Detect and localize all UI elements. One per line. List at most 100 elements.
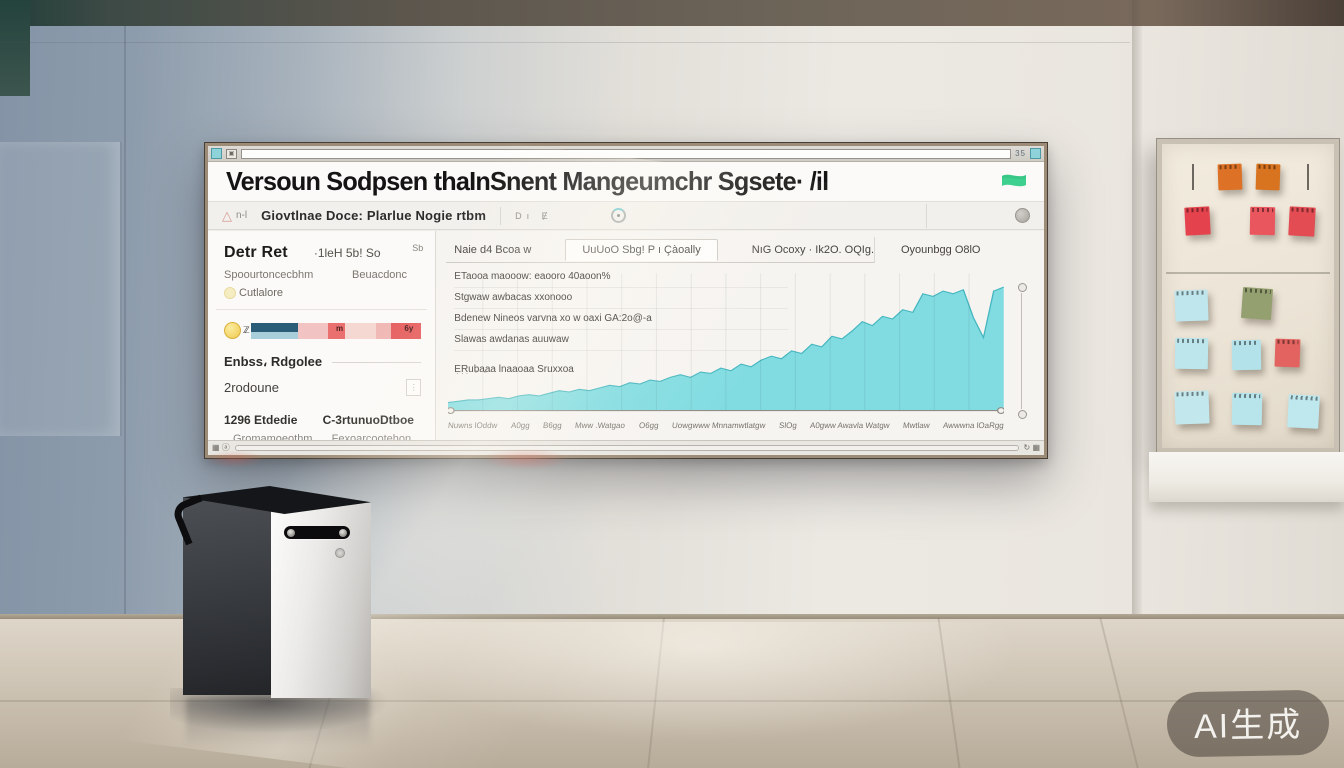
corner-shadow (0, 0, 30, 96)
sticky-note (1255, 163, 1281, 191)
wall-seam (124, 26, 126, 622)
stacked-bar[interactable]: m 6y (250, 322, 422, 339)
section-title: Enbss، Rdgolee (224, 354, 421, 370)
overlay-line[interactable]: ETaooa maooow: eaooro 40aoon% (454, 267, 789, 288)
wall-display: ▣ 35 Versoun Sodpsen thaInSnent Mangeumc… (204, 142, 1048, 459)
wall-seam (1132, 0, 1142, 622)
sticky-note (1240, 286, 1274, 321)
document-label[interactable]: Giovtlnae Doce: Plarlue Nogie rtbm (261, 208, 487, 223)
x-tick-label: Mww .Watgao (574, 421, 626, 430)
chart-area: ETaooa maooow: eaooro 40aoon% Stgwaw awb… (446, 267, 1032, 439)
toolbar-divider (500, 206, 502, 225)
status-bar: ▦ ⓐ ↻ ▦ (208, 440, 1044, 455)
status-left-icons[interactable]: ▦ ⓐ (212, 443, 230, 452)
more-options-icon[interactable]: ⋮ (406, 379, 422, 396)
disc-slot[interactable] (284, 526, 350, 539)
tabs-row: Naie d4 Bcoa w UuUoO Sbg! P ı Çàoally Nı… (446, 237, 1032, 263)
x-tick-label: A0gg (510, 421, 531, 430)
sticky-note (1174, 337, 1209, 370)
board-pin (1192, 164, 1194, 190)
overlay-line[interactable]: ERubaaa lnaaoaa Sruxxoa (454, 364, 574, 375)
yellow-dot-icon (224, 322, 241, 339)
x-tick-label: Uowgwww Mnnamwtlatgw (671, 421, 766, 430)
screen-glow (205, 450, 265, 468)
bar-segment (345, 322, 377, 339)
cabinet-logo (335, 548, 345, 558)
area-chart (448, 269, 1004, 415)
window-content: Sb Detr Ret ·1leH 5b! So Spoourtoncecbhm… (208, 231, 1044, 445)
cabinet-side (183, 497, 271, 695)
green-flag-icon (1002, 174, 1026, 186)
window-chrome: ▣ 35 (208, 146, 1044, 162)
sticky-note-board (1156, 138, 1340, 454)
ceiling-strip (0, 0, 1344, 26)
storage-cabinet (170, 486, 371, 698)
section-subtitle[interactable]: 2rodoune (224, 380, 279, 395)
overlay-line[interactable]: Slawas awdanas auuwaw (454, 330, 789, 351)
divider (216, 309, 428, 310)
toolbar: △ n-l Giovtlnae Doce: Plarlue Nogie rtbm… (208, 202, 1044, 230)
tab-1[interactable]: Naie d4 Bcoa w (454, 243, 532, 256)
chart-left-marks: ··· * * (456, 369, 489, 378)
horizontal-scrollbar[interactable] (234, 445, 1019, 451)
x-tick-label: O6gg (638, 421, 659, 430)
page-title: Versoun Sodpsen thaInSnent Mangeumchr Sg… (226, 166, 829, 196)
wall-seam (0, 42, 1130, 43)
cabinet-reflection (186, 698, 370, 756)
panel-row3[interactable]: Cutlalore (224, 287, 421, 299)
overlay-line[interactable]: Bdenew Nineos varvna xo w oaxi GA:2o@-a (454, 309, 789, 330)
overlay-line[interactable]: Stgwaw awbacas xxonooo (454, 288, 789, 309)
baseboard (0, 614, 1344, 619)
toolbar-mini-icons[interactable]: Dı Ɇ (515, 210, 553, 221)
floor-reflection (380, 622, 1020, 742)
status-right-icons[interactable]: ↻ ▦ (1023, 443, 1040, 452)
window-close-icon[interactable] (1030, 148, 1041, 159)
bar-segment (250, 322, 298, 339)
stacked-bar-row: ℤ m 6y (224, 322, 422, 339)
tab-4[interactable]: Oyounbgg O8lO (874, 237, 1032, 263)
bar-segment: 6y (390, 322, 422, 339)
bar-segment: m (328, 322, 346, 339)
sticky-note (1174, 390, 1210, 425)
ai-watermark: AI生成 (1166, 689, 1330, 758)
sync-button[interactable] (610, 208, 626, 223)
sticky-note (1174, 289, 1209, 322)
address-bar[interactable] (241, 148, 1012, 159)
bar-segment (297, 322, 329, 339)
window-menu-icon[interactable] (211, 148, 222, 159)
chart-scrollbar[interactable] (1018, 283, 1027, 419)
panel-heading-right: ·1leH 5b! So (313, 246, 381, 260)
board-divider (1166, 272, 1330, 274)
bar-prefix: ℤ (243, 325, 250, 335)
glass-panel (0, 142, 122, 436)
panel-sub-right: Beuacdonc (352, 269, 408, 281)
tab-2-active[interactable]: UuUoO Sbg! P ı Çàoally (565, 239, 718, 261)
wall-ledge (1149, 452, 1344, 502)
sticky-note (1274, 338, 1301, 368)
x-tick-label: Awwwna lOaRgg (942, 421, 1005, 430)
cabinet-front (271, 503, 371, 698)
sticky-note (1288, 206, 1316, 237)
sticky-note (1184, 206, 1211, 236)
sticky-note (1231, 392, 1263, 426)
left-panel: Sb Detr Ret ·1leH 5b! So Spoourtoncecbhm… (208, 231, 437, 445)
x-axis-ticks: Nuwns lOddw A0gg B6gg Mww .Watgao O6gg Uowgww… (448, 421, 1005, 437)
chart-overlay-list: ETaooa maooow: eaooro 40aoon% Stgwaw awb… (454, 267, 789, 380)
sticky-note (1231, 339, 1262, 371)
toolbar-divider (926, 203, 927, 228)
screen-glow (480, 448, 570, 470)
sticky-note (1249, 206, 1276, 236)
stat-value: 1296 Etdedie (224, 413, 298, 427)
account-button[interactable] (1015, 208, 1030, 223)
bar-segment (376, 322, 391, 339)
x-tick-label: SlOg (778, 421, 797, 430)
tab-3[interactable]: NıG Ocoxy · Ik2O. OQIg. (751, 243, 874, 256)
stat-value: C-3rtunuoDtboe (322, 413, 414, 427)
chrome-right-label: 35 (1015, 149, 1026, 158)
sticky-note (1217, 163, 1243, 191)
panel-sub-left: Spoourtoncecbhm (224, 269, 314, 281)
sticky-note (1287, 394, 1320, 429)
panel-corner-label: Sb (412, 243, 424, 253)
warning-label: n-l (236, 210, 248, 221)
